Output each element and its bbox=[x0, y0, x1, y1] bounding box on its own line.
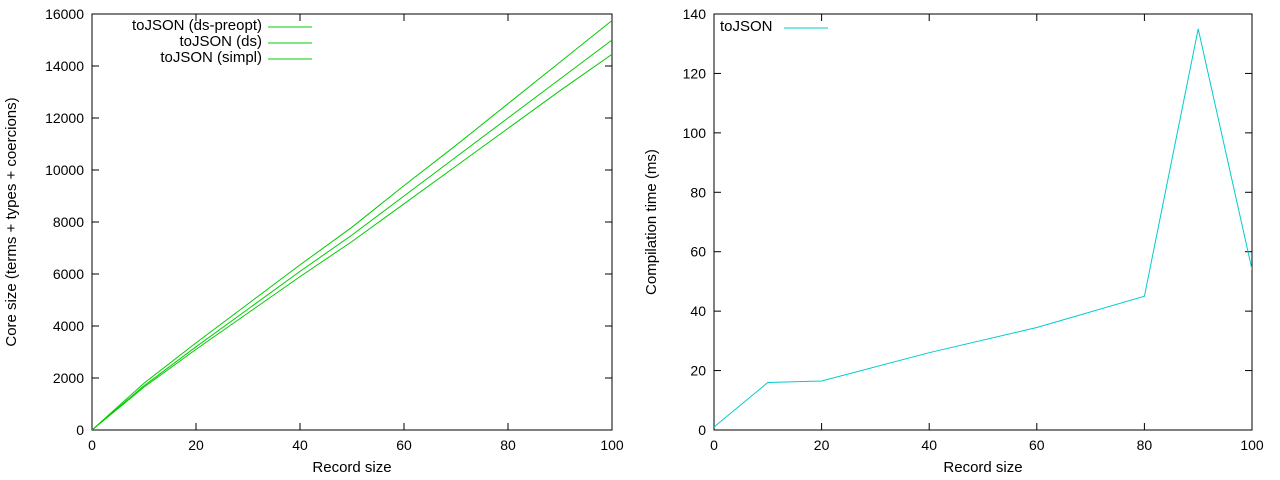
legend-label: toJSON (ds) bbox=[179, 33, 262, 50]
series-line-2 bbox=[92, 39, 612, 430]
series-line-3 bbox=[92, 53, 612, 430]
y-tick-label: 12000 bbox=[45, 110, 84, 126]
series-line-1 bbox=[92, 20, 612, 430]
legend-label: toJSON (ds-preopt) bbox=[132, 17, 262, 34]
y-tick-label: 0 bbox=[698, 422, 706, 438]
y-tick-label: 0 bbox=[76, 422, 84, 438]
y-axis-label: Compilation time (ms) bbox=[643, 149, 660, 295]
y-tick-label: 100 bbox=[683, 125, 707, 141]
x-tick-label: 20 bbox=[814, 437, 830, 453]
chart-1: 0 20 40 60 80 100 0 2000 4000 6000 8000 10000 12000 1… bbox=[3, 6, 624, 476]
y-tick-label: 140 bbox=[683, 6, 707, 22]
x-tick-label: 80 bbox=[1137, 437, 1153, 453]
y-tick-label: 10000 bbox=[45, 162, 84, 178]
y-tick-label: 8000 bbox=[53, 214, 84, 230]
y-tick-label: 4000 bbox=[53, 318, 84, 334]
x-axis-label: Record size bbox=[943, 459, 1022, 476]
legend-label: toJSON (simpl) bbox=[160, 49, 262, 66]
y-tick-label: 80 bbox=[690, 184, 706, 200]
x-axis-label: Record size bbox=[312, 459, 391, 476]
x-tick-label: 40 bbox=[292, 437, 308, 453]
x-tick-label: 100 bbox=[1240, 437, 1264, 453]
x-tick-label: 40 bbox=[921, 437, 937, 453]
y-tick-label: 14000 bbox=[45, 58, 84, 74]
y-tick-label: 40 bbox=[690, 303, 706, 319]
plot-frame bbox=[91, 13, 613, 431]
x-tick-label: 20 bbox=[188, 437, 204, 453]
y-axis-label: Core size (terms + types + coercions) bbox=[3, 97, 20, 346]
x-tick-label: 0 bbox=[88, 437, 96, 453]
y-tick-label: 16000 bbox=[45, 6, 84, 22]
y-tick-label: 20 bbox=[690, 363, 706, 379]
y-tick-label: 6000 bbox=[53, 266, 84, 282]
x-tick-label: 60 bbox=[396, 437, 412, 453]
y-tick-label: 60 bbox=[690, 244, 706, 260]
legend-label: toJSON bbox=[720, 18, 773, 35]
x-tick-label: 80 bbox=[500, 437, 516, 453]
x-tick-label: 60 bbox=[1029, 437, 1045, 453]
x-tick-label: 0 bbox=[710, 437, 718, 453]
x-tick-label: 100 bbox=[600, 437, 624, 453]
series-line-1 bbox=[714, 28, 1252, 428]
plot-frame bbox=[713, 13, 1253, 431]
y-tick-label: 2000 bbox=[53, 370, 84, 386]
y-tick-label: 120 bbox=[683, 65, 707, 81]
chart-2: 0 20 40 60 80 100 0 20 40 60 80 100 120 140 Record siz… bbox=[643, 6, 1264, 476]
